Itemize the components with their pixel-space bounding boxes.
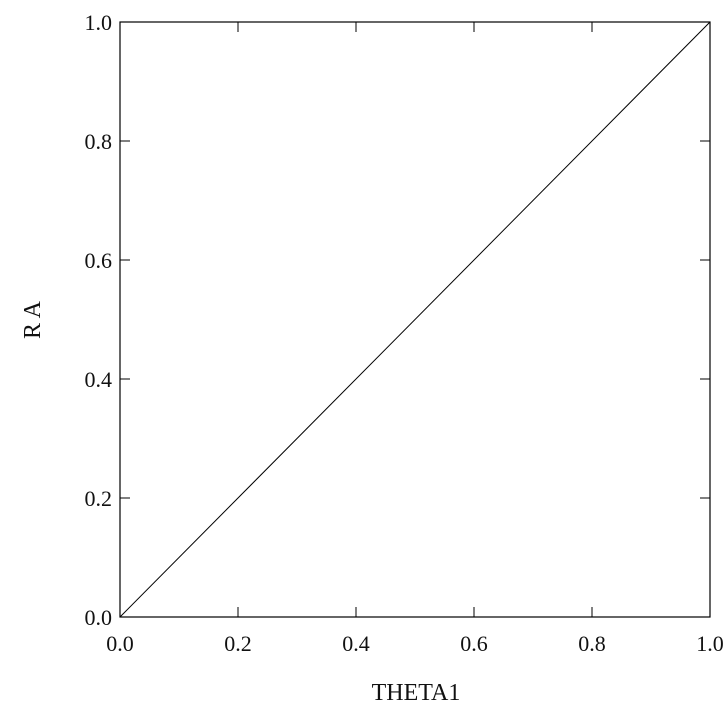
y-tick-label: 0.0: [85, 605, 113, 630]
x-axis-title: THETA1: [372, 680, 461, 706]
series-line: [119, 21, 711, 618]
x-tick-label: 0.2: [224, 631, 252, 656]
x-tick-label: 0.4: [342, 631, 370, 656]
y-axis-title: R A: [20, 300, 46, 339]
plot-frame: [119, 21, 711, 618]
y-tick-label: 0.4: [85, 367, 113, 392]
y-tick-label: 1.0: [85, 10, 113, 35]
x-tick-label: 1.0: [696, 631, 724, 656]
x-tick-label: 0.0: [106, 631, 134, 656]
ticks: [119, 21, 711, 618]
y-tick-label: 0.6: [85, 248, 113, 273]
x-tick-label: 0.6: [460, 631, 488, 656]
y-tick-label: 0.8: [85, 129, 113, 154]
series-lines: [119, 21, 711, 618]
axes: [119, 21, 711, 618]
x-tick-label: 0.8: [578, 631, 606, 656]
tick-labels: 0.0 0.2 0.4 0.6 0.8 1.0 0.0 0.2 0.4 0.6 0.8 1.0: [85, 10, 724, 656]
y-tick-label: 0.2: [85, 486, 113, 511]
